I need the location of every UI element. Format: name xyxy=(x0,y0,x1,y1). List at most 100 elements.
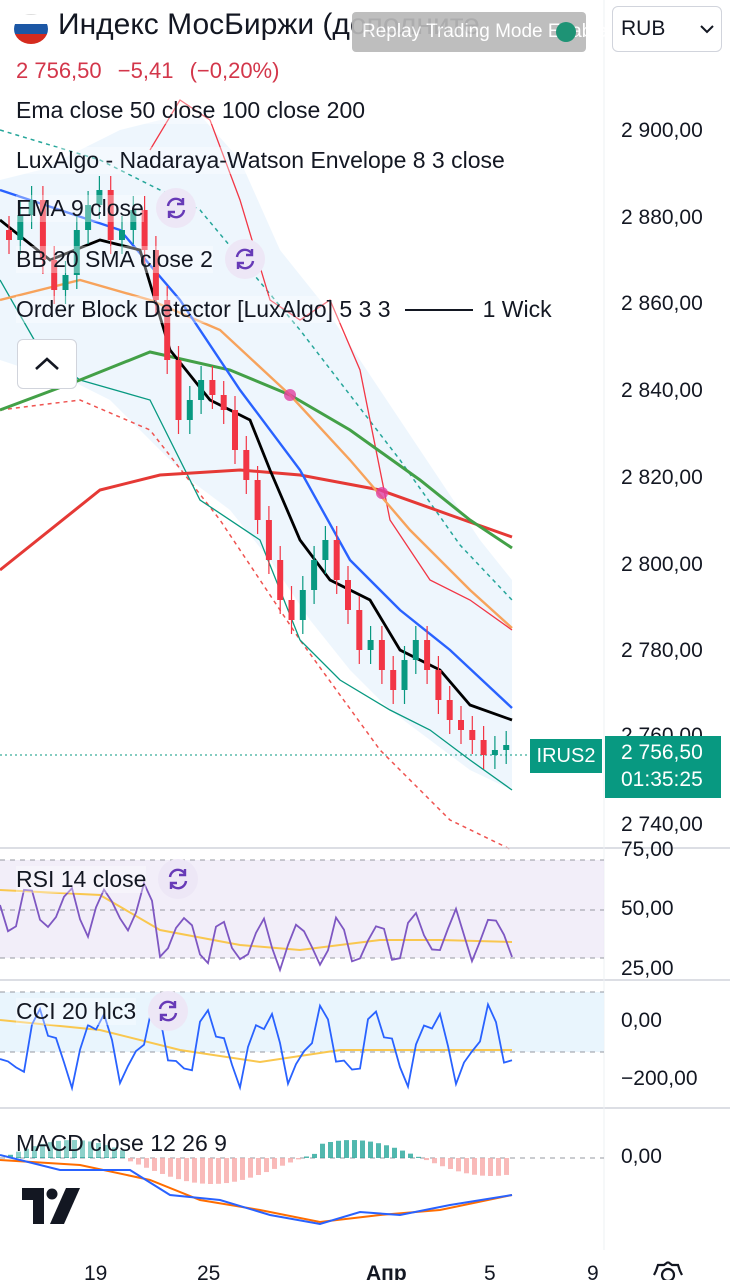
macd-histogram-bar xyxy=(472,1158,477,1175)
legend-label: Ema close 50 close 100 close 200 xyxy=(16,97,366,124)
legend-label: LuxAlgo - Nadaraya-Watson Envelope 8 3 c… xyxy=(16,147,505,174)
replay-mode-badge[interactable]: Replay Trading Mode Enabled xyxy=(352,12,618,52)
rsi-ma-line xyxy=(0,889,513,952)
price-axis-label: 2 900,00 xyxy=(621,119,703,142)
price-axis-label: 2 880,00 xyxy=(621,206,703,229)
candle-body xyxy=(265,520,272,560)
macd-histogram-bar xyxy=(328,1141,333,1158)
macd-histogram-bar xyxy=(368,1141,373,1158)
candle-body xyxy=(175,360,182,420)
macd-histogram-bar xyxy=(408,1153,413,1158)
candle-body xyxy=(198,380,205,400)
candle-body xyxy=(378,640,385,670)
collapse-legend-button[interactable] xyxy=(17,339,77,389)
nadaraya-lower-line xyxy=(0,399,513,851)
price-axis-label: 2 780,00 xyxy=(621,639,703,662)
candle-body xyxy=(333,540,340,580)
macd-histogram-bar xyxy=(8,1154,13,1158)
macd-histogram-bar xyxy=(448,1158,453,1169)
candle-body xyxy=(469,730,476,740)
symbol-price-tag: IRUS2 xyxy=(530,739,602,773)
macd-histogram-bar xyxy=(288,1158,293,1163)
cross-marker xyxy=(376,487,388,499)
legend-label: BB 20 SMA close 2 xyxy=(16,245,213,273)
price-change-percent: (−0,20%) xyxy=(189,58,280,83)
macd-histogram-bar xyxy=(40,1143,45,1158)
legend-nadaraya-watson[interactable]: LuxAlgo - Nadaraya-Watson Envelope 8 3 c… xyxy=(16,147,505,174)
legend-cci[interactable]: CCI 20 hlc3 xyxy=(16,991,189,1031)
legend-label: MACD close 12 26 9 xyxy=(16,1130,227,1157)
macd-histogram-bar xyxy=(456,1158,461,1172)
legend-order-block-detector[interactable]: Order Block Detector [LuxAlgo] 5 3 3 1 W… xyxy=(16,296,552,323)
candle-body xyxy=(424,640,431,670)
russia-flag-icon xyxy=(14,14,48,44)
time-axis-label: Апр xyxy=(366,1262,407,1280)
bar-countdown: 01:35:25 xyxy=(621,768,703,791)
time-axis-label: 5 xyxy=(484,1262,496,1280)
candle-body xyxy=(458,720,464,730)
candle-body xyxy=(435,670,442,700)
macd-histogram-bar xyxy=(160,1158,165,1174)
candle-body xyxy=(152,250,159,300)
legend-bollinger-bands[interactable]: BB 20 SMA close 2 xyxy=(16,239,265,279)
candle-body xyxy=(243,450,250,480)
candle-body xyxy=(209,380,216,395)
replay-status-dot xyxy=(556,22,576,42)
macd-histogram-bar xyxy=(376,1143,381,1158)
candle-body xyxy=(480,740,487,755)
last-price-value: 2 756,50 xyxy=(621,741,703,764)
currency-select[interactable]: RUB xyxy=(612,6,722,52)
macd-histogram-bar xyxy=(48,1142,53,1158)
macd-histogram-bar xyxy=(128,1158,133,1162)
macd-histogram-bar xyxy=(464,1158,469,1174)
macd-histogram-bar xyxy=(168,1158,173,1177)
candle-body xyxy=(73,230,80,275)
candle-body xyxy=(345,580,351,610)
macd-histogram-bar xyxy=(152,1158,157,1171)
wick-line-sample: 1 Wick xyxy=(391,296,552,323)
macd-histogram-bar xyxy=(216,1158,221,1184)
cci-axis-label: −200,00 xyxy=(621,1067,698,1090)
price-axis-label: 2 820,00 xyxy=(621,466,703,489)
legend-macd[interactable]: MACD close 12 26 9 xyxy=(16,1130,227,1157)
time-axis-label: 25 xyxy=(197,1262,221,1280)
macd-histogram-bar xyxy=(24,1148,29,1158)
legend-ema-multi[interactable]: Ema close 50 close 100 close 200 xyxy=(16,97,366,124)
macd-histogram-bar xyxy=(312,1153,317,1158)
macd-histogram-bar xyxy=(72,1140,77,1158)
macd-histogram-bar xyxy=(80,1140,85,1158)
chevron-up-icon xyxy=(35,357,59,370)
macd-histogram-bar xyxy=(120,1150,125,1158)
macd-histogram-bar xyxy=(16,1151,21,1158)
refresh-icon[interactable] xyxy=(148,991,189,1031)
time-axis-label: 9 xyxy=(587,1262,599,1280)
macd-histogram-bar xyxy=(200,1158,205,1184)
macd-histogram-bar xyxy=(336,1140,341,1158)
macd-histogram-bar xyxy=(496,1158,501,1176)
current-price: 2 756,50 xyxy=(16,58,102,83)
macd-histogram-bar xyxy=(232,1158,237,1182)
candle-body xyxy=(277,560,284,600)
refresh-icon[interactable] xyxy=(155,188,196,228)
macd-histogram-bar xyxy=(384,1145,389,1158)
candle-body xyxy=(446,700,453,720)
candle-body xyxy=(299,590,306,620)
price-change-line: 2 756,50 −5,41 (−0,20%) xyxy=(16,58,289,84)
cci-line xyxy=(0,1001,513,1092)
macd-histogram-bar xyxy=(64,1140,69,1158)
macd-histogram-bar xyxy=(248,1158,253,1178)
legend-ema9[interactable]: EMA 9 close xyxy=(16,188,196,228)
macd-histogram-bar xyxy=(56,1140,61,1158)
macd-histogram-bar xyxy=(272,1158,277,1169)
candle-body xyxy=(503,745,510,750)
candle-body xyxy=(39,200,46,260)
price-axis-label: 2 740,00 xyxy=(621,813,703,836)
refresh-icon[interactable] xyxy=(224,239,265,279)
legend-label: EMA 9 close xyxy=(16,194,144,222)
refresh-icon[interactable] xyxy=(158,859,199,899)
legend-rsi[interactable]: RSI 14 close xyxy=(16,859,199,899)
cci-ma-line xyxy=(0,1019,512,1064)
settings-icon[interactable] xyxy=(652,1259,684,1280)
rsi-axis-label: 50,00 xyxy=(621,897,674,920)
